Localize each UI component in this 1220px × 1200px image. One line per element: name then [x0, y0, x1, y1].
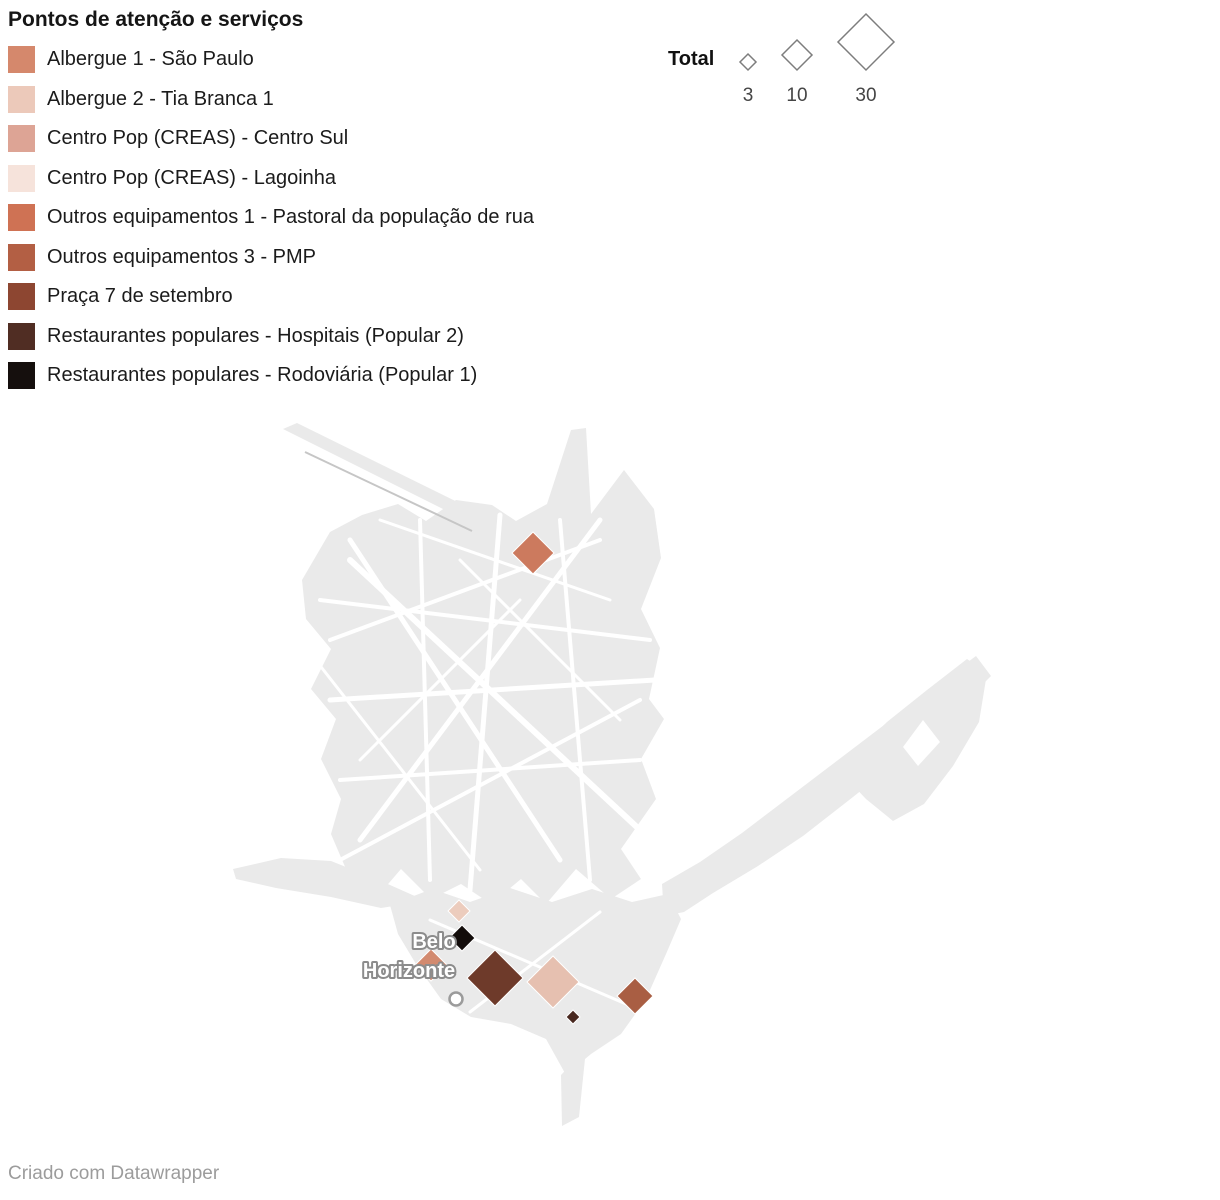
legend-item-label: Outros equipamentos 3 - PMP [47, 245, 317, 268]
city-label-line1: Belo [412, 931, 455, 953]
legend-item: Praça 7 de setembro [8, 283, 534, 310]
legend-item-label: Centro Pop (CREAS) - Centro Sul [47, 127, 349, 149]
legend-swatch [8, 362, 35, 389]
legend-item-label: Albergue 1 - São Paulo [47, 48, 254, 70]
legend-item-label: Outros equipamentos 1 - Pastoral da popu… [47, 206, 534, 228]
legend-swatch [8, 85, 35, 113]
legend-items: Albergue 1 - São Paulo Albergue 2 - Tia B… [8, 46, 534, 389]
map-symbol[interactable] [466, 949, 524, 1007]
size-legend-shapes: 3 10 30 [738, 12, 896, 106]
size-legend-title: Total [668, 48, 714, 70]
city-label-line2: Horizonte [363, 960, 455, 982]
size-legend-diamond [836, 12, 896, 72]
map-symbol[interactable] [511, 531, 555, 575]
legend-swatch [8, 322, 35, 350]
map-symbol[interactable] [448, 924, 476, 952]
map-symbol[interactable] [447, 899, 471, 923]
legend-item: Albergue 1 - São Paulo [8, 46, 534, 73]
legend-item-label: Praça 7 de setembro [47, 285, 233, 307]
legend-swatch [8, 204, 35, 231]
size-legend-diamond [738, 52, 758, 72]
size-legend-diamond [780, 38, 814, 72]
size-legend: Total 3 10 30 [668, 12, 896, 106]
legend-item-label: Albergue 2 - Tia Branca 1 [47, 87, 274, 110]
map-legend: Pontos de atenção e serviços Albergue 1 … [8, 8, 534, 402]
legend-item: Restaurantes populares - Rodoviária (Pop… [8, 362, 534, 389]
map-symbol[interactable] [616, 977, 654, 1015]
legend-swatch [8, 125, 35, 152]
map-symbol[interactable] [414, 948, 448, 982]
city-marker[interactable] [448, 991, 464, 1007]
size-legend-value: 3 [743, 85, 754, 106]
legend-swatch [8, 283, 35, 310]
legend-title: Pontos de atenção e serviços [8, 8, 304, 31]
legend-item: Outros equipamentos 3 - PMP [8, 243, 534, 271]
legend-item: Centro Pop (CREAS) - Lagoinha [8, 164, 534, 192]
map-symbol[interactable] [565, 1009, 581, 1025]
credit-line: Criado com Datawrapper [8, 1163, 220, 1184]
legend-item-label: Centro Pop (CREAS) - Lagoinha [47, 166, 337, 189]
legend-swatch [8, 46, 35, 73]
legend-item: Albergue 2 - Tia Branca 1 [8, 85, 534, 113]
legend-swatch [8, 164, 35, 192]
map-symbol[interactable] [526, 955, 580, 1009]
legend-item-label: Restaurantes populares - Rodoviária (Pop… [47, 364, 478, 386]
legend-item: Centro Pop (CREAS) - Centro Sul [8, 125, 534, 152]
legend-swatch [8, 243, 35, 271]
size-legend-value: 30 [855, 85, 876, 106]
map-base [233, 423, 991, 1126]
legend-item: Outros equipamentos 1 - Pastoral da popu… [8, 204, 534, 231]
size-legend-value: 10 [786, 85, 807, 106]
symbol-layer [414, 531, 654, 1025]
legend-item: Restaurantes populares - Hospitais (Popu… [8, 322, 534, 350]
legend-item-label: Restaurantes populares - Hospitais (Popu… [47, 324, 464, 347]
